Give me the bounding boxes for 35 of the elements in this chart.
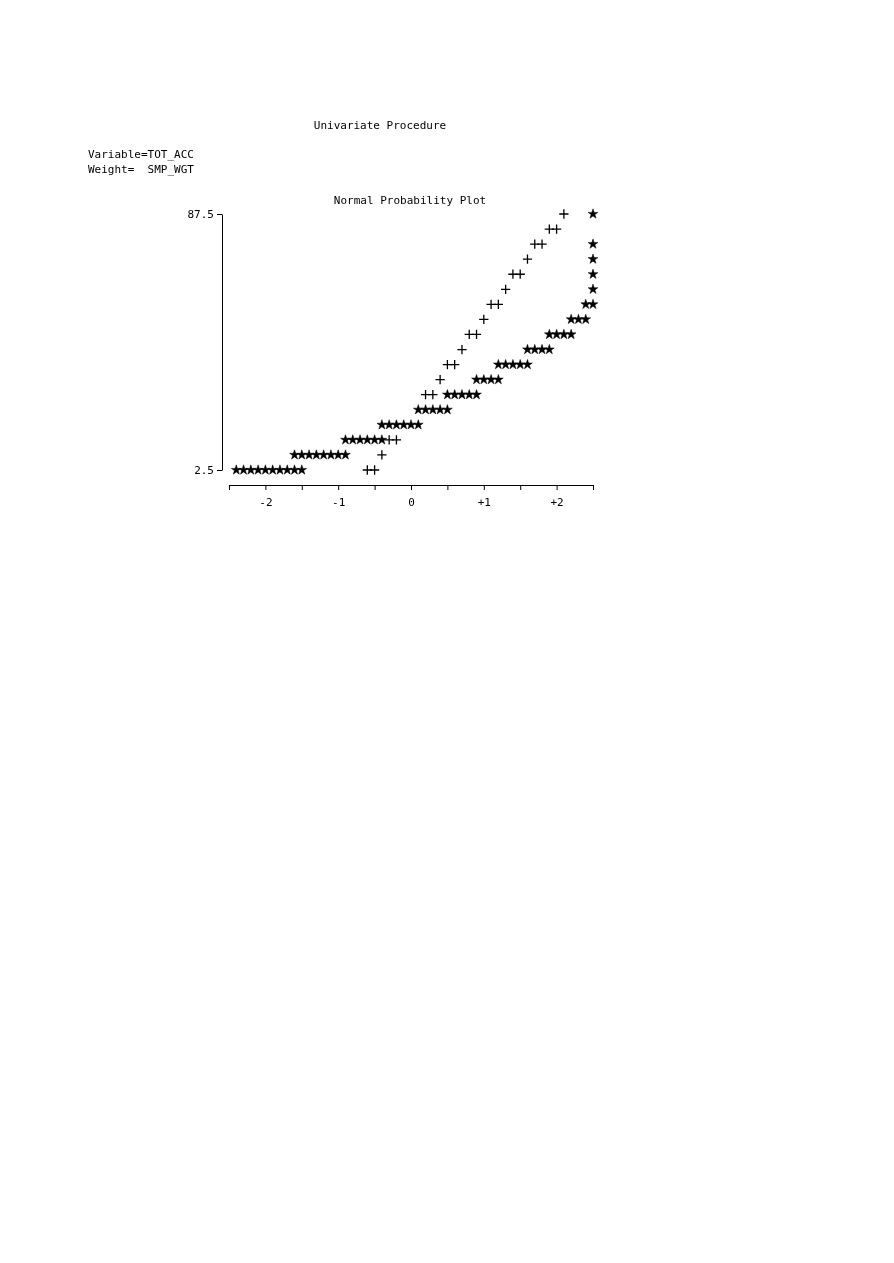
- point: [485, 299, 497, 310]
- point: [558, 208, 570, 220]
- point: [507, 268, 519, 280]
- point: [471, 329, 482, 340]
- x-tick-label: +2: [550, 496, 564, 510]
- point: [376, 449, 388, 461]
- x-tick-label: +1: [477, 496, 491, 510]
- point: [522, 253, 533, 265]
- point: [478, 314, 490, 325]
- point: [449, 359, 460, 370]
- point: [420, 389, 431, 400]
- point: [434, 374, 446, 385]
- point: [391, 434, 402, 446]
- y-tick-label: 87.5: [187, 208, 214, 222]
- point: [500, 284, 511, 295]
- x-tick-label: -1: [332, 496, 346, 510]
- point: [536, 238, 548, 250]
- point: [456, 344, 468, 355]
- x-tick-label: 0: [408, 496, 415, 510]
- point: [463, 329, 475, 340]
- point: [362, 464, 373, 476]
- point: [544, 223, 555, 235]
- y-tick-label: 2.5: [194, 464, 214, 478]
- text: Weight= SMP_WGT: [88, 163, 195, 176]
- point: [427, 389, 439, 400]
- point: [383, 434, 395, 446]
- point: [369, 464, 380, 476]
- point: [551, 223, 562, 235]
- point: [442, 359, 453, 370]
- point: [493, 299, 504, 310]
- x-tick-label: -2: [259, 496, 273, 510]
- text: Variable=TOT_ACC: [88, 148, 194, 161]
- chart-title: Univariate Procedure: [313, 119, 447, 132]
- chart-subtitle: Normal Probability Plot: [333, 194, 487, 207]
- point: [514, 268, 526, 280]
